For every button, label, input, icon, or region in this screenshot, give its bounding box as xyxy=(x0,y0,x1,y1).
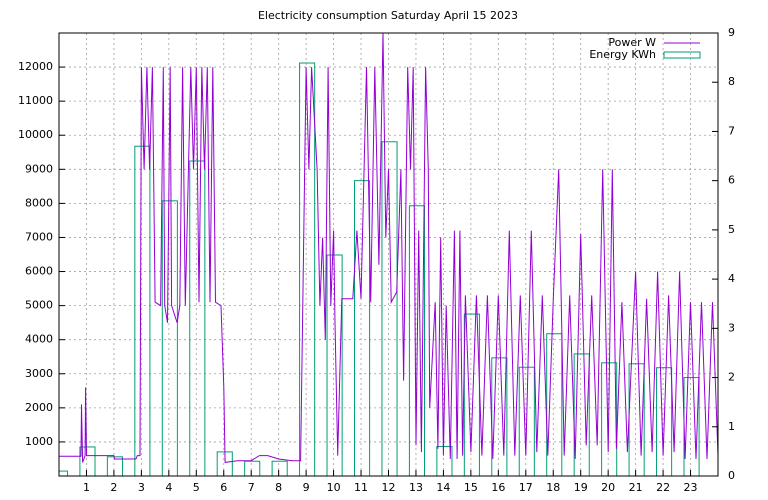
y-tick-label: 9000 xyxy=(25,162,53,175)
axes: 1000 2000 3000 4000 5000 6000 7000 8000 9000 1000… xyxy=(18,26,735,494)
y-tick-label: 12000 xyxy=(18,60,53,73)
y2-tick-label: 2 xyxy=(728,371,735,384)
y2-tick-label: 5 xyxy=(728,223,735,236)
energy-bar xyxy=(381,141,398,476)
y-tick-label: 2000 xyxy=(25,401,53,414)
y-tick-label: 10000 xyxy=(18,128,53,141)
energy-bar xyxy=(656,367,673,476)
x-tick-label: 21 xyxy=(629,481,643,494)
energy-bar xyxy=(59,470,69,476)
y2-tick-label: 6 xyxy=(728,174,735,187)
x-tick-label: 3 xyxy=(138,481,145,494)
y-tick-label: 11000 xyxy=(18,94,53,107)
x-tick-label: 17 xyxy=(519,481,533,494)
y-tick-label: 6000 xyxy=(25,265,53,278)
x-tick-label: 18 xyxy=(546,481,560,494)
y-tick-label: 3000 xyxy=(25,367,53,380)
x-tick-label: 12 xyxy=(382,481,396,494)
y-tick-label: 5000 xyxy=(25,299,53,312)
y2-tick-label: 9 xyxy=(728,26,735,39)
chart-title: Electricity consumption Saturday April 1… xyxy=(258,9,518,22)
x-tick-label: 9 xyxy=(303,481,310,494)
x-tick-label: 19 xyxy=(574,481,588,494)
x-tick-label: 5 xyxy=(193,481,200,494)
energy-bar xyxy=(326,254,343,476)
x-tick-label: 20 xyxy=(601,481,615,494)
x-tick-label: 23 xyxy=(684,481,698,494)
y-tick-label: 1000 xyxy=(25,435,53,448)
plot-area xyxy=(59,33,718,476)
legend-label: Energy KWh xyxy=(589,48,656,61)
y-tick-label: 4000 xyxy=(25,333,53,346)
x-tick-label: 22 xyxy=(656,481,670,494)
y2-tick-label: 3 xyxy=(728,321,735,334)
y-tick-label: 7000 xyxy=(25,230,53,243)
y2-tick-label: 4 xyxy=(728,272,735,285)
x-tick-label: 1 xyxy=(83,481,90,494)
power-line xyxy=(59,33,718,463)
x-tick-label: 8 xyxy=(275,481,282,494)
energy-bar xyxy=(161,200,178,476)
y2-tick-label: 7 xyxy=(728,124,735,137)
energy-bar xyxy=(299,62,316,476)
y2-tick-label: 0 xyxy=(728,469,735,482)
y-tick-label: 8000 xyxy=(25,196,53,209)
y2-tick-label: 8 xyxy=(728,75,735,88)
energy-bar xyxy=(436,445,453,476)
energy-bar xyxy=(106,456,123,476)
x-tick-label: 7 xyxy=(248,481,255,494)
x-tick-label: 15 xyxy=(464,481,478,494)
x-tick-label: 10 xyxy=(327,481,341,494)
legend-swatch xyxy=(663,51,701,59)
x-tick-label: 2 xyxy=(110,481,117,494)
energy-bar xyxy=(79,446,96,476)
y2-tick-label: 1 xyxy=(728,420,735,433)
x-tick-label: 14 xyxy=(436,481,450,494)
energy-bar xyxy=(546,333,563,476)
energy-bar xyxy=(408,205,426,476)
x-tick-label: 13 xyxy=(409,481,423,494)
legend-label: Power W xyxy=(608,36,656,49)
energy-bar xyxy=(244,460,261,476)
x-tick-label: 16 xyxy=(491,481,505,494)
energy-bar xyxy=(353,180,371,476)
energy-bar xyxy=(518,366,535,476)
x-tick-label: 4 xyxy=(165,481,172,494)
x-tick-label: 6 xyxy=(220,481,227,494)
energy-bar xyxy=(271,460,288,476)
x-tick-label: 11 xyxy=(354,481,368,494)
